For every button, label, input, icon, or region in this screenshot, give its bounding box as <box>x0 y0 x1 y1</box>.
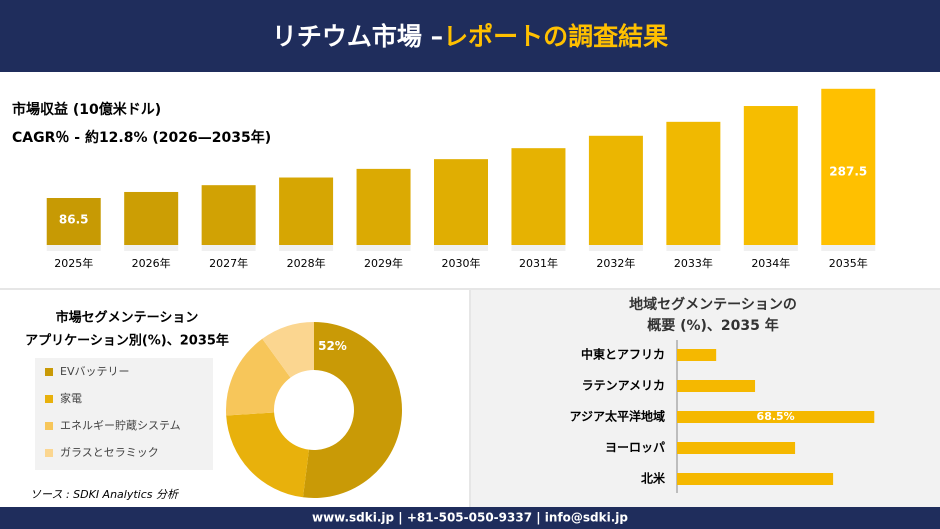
bar-shadow <box>434 245 488 251</box>
footer-text: www.sdki.jp | +81-505-050-9337 | info@sd… <box>312 511 628 525</box>
chart-subtitle: アプリケーション別(%)、2035年 <box>25 333 229 349</box>
x-tick-label: 2033年 <box>674 256 713 270</box>
x-tick-label: 2032年 <box>596 256 635 270</box>
x-tick-label: 2030年 <box>442 256 481 270</box>
chart-subtitle: CAGR％ - 約12.8% (2026—2035年) <box>12 129 271 146</box>
donut-slice <box>302 322 403 498</box>
bar-shadow <box>743 245 798 251</box>
x-tick-label: 2035年 <box>829 256 868 270</box>
donut-slice <box>262 322 314 378</box>
value-label: 68.5% <box>757 410 795 423</box>
bar-shadow <box>511 245 566 251</box>
bar <box>677 442 796 454</box>
bar-shadow <box>821 245 876 251</box>
header-title-highlight: レポートの調査結果 <box>443 22 668 51</box>
header-title: リチウム市場 –レポートの調査結果 <box>272 22 668 51</box>
value-label: 52% <box>318 339 347 353</box>
x-tick-label: 2025年 <box>54 256 93 270</box>
y-tick-label: 北米 <box>641 471 666 486</box>
bar <box>677 349 717 361</box>
legend-swatch <box>45 422 53 430</box>
source: ソース : SDKI Analytics 分析 <box>30 488 180 501</box>
bar <box>677 380 756 392</box>
y-tick-label: アジア太平洋地域 <box>569 409 665 424</box>
x-tick-label: 2026年 <box>132 256 171 270</box>
donut-slice <box>226 412 309 498</box>
value-label: 287.5 <box>829 165 867 179</box>
legend-label: エネルギー貯蔵システム <box>60 419 181 432</box>
x-tick-label: 2027年 <box>209 256 248 270</box>
chart-subtitle: 概要 (%)、2035 年 <box>647 317 779 334</box>
x-tick-label: 2034年 <box>751 256 790 270</box>
bar <box>511 148 566 245</box>
x-tick-label: 2029年 <box>364 256 403 270</box>
header-title-main: リチウム市場 – <box>272 22 443 51</box>
x-tick-label: 2031年 <box>519 256 558 270</box>
chart-title: 市場収益 (10億米ドル) <box>12 101 161 118</box>
region-panel <box>471 290 940 507</box>
bar-shadow <box>279 245 334 251</box>
legend-swatch <box>45 368 53 376</box>
bar <box>46 198 101 245</box>
legend-label: 家電 <box>60 391 82 405</box>
y-tick-label: ラテンアメリカ <box>582 379 665 393</box>
y-tick-label: ヨーロッパ <box>605 441 665 455</box>
value-label: 86.5 <box>59 213 89 227</box>
bar-shadow <box>124 245 179 251</box>
bar <box>434 159 488 245</box>
bar <box>279 177 334 245</box>
bar-shadow <box>46 245 101 251</box>
legend-swatch <box>45 395 53 403</box>
bar-shadow <box>356 245 411 251</box>
bar <box>201 185 256 245</box>
legend-swatch <box>45 449 53 457</box>
x-tick-label: 2028年 <box>287 256 326 270</box>
bar-shadow <box>666 245 721 251</box>
bar-shadow <box>588 245 643 251</box>
bar <box>356 168 411 245</box>
bar-shadow <box>201 245 256 251</box>
footer-bar <box>0 507 940 529</box>
bar <box>588 135 643 245</box>
header-bar <box>0 0 940 72</box>
bar <box>821 88 876 246</box>
legend-box <box>35 358 213 470</box>
bar <box>666 121 721 245</box>
chart-title: 地域セグメンテーションの <box>629 296 797 313</box>
legend-label: ガラスとセラミック <box>60 446 159 459</box>
donut-slice <box>226 338 291 416</box>
bar <box>124 191 179 245</box>
chart-title: 市場セグメンテーション <box>56 310 199 326</box>
bar <box>677 411 875 423</box>
bar <box>743 106 798 245</box>
y-tick-label: 中東とアフリカ <box>581 347 665 362</box>
bar <box>677 473 834 485</box>
legend-label: EVバッテリー <box>60 365 129 378</box>
